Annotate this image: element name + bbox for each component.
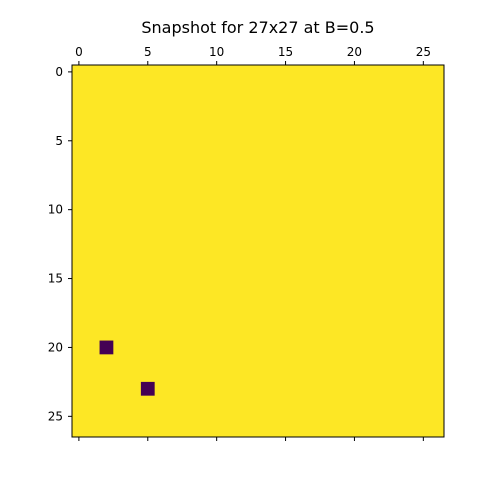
y-tick-label-15: 15 [48, 272, 63, 286]
y-tick-label-5: 5 [55, 134, 63, 148]
plot-frame [71, 64, 445, 438]
y-tick-label-0: 0 [55, 65, 63, 79]
x-tick-label-15: 15 [278, 45, 293, 59]
heatmap-cell-23-5 [140, 381, 155, 396]
x-tick-label-20: 20 [347, 45, 362, 59]
x-tick-label-25: 25 [416, 45, 431, 59]
x-axis: 0 5 10 15 20 25 [75, 45, 431, 441]
heatmap-cell-20-2 [99, 340, 114, 355]
x-tick-label-0: 0 [75, 45, 83, 59]
heatmap-background-cells [72, 65, 444, 437]
y-tick-label-25: 25 [48, 409, 63, 423]
y-axis: 0 5 10 15 20 25 [48, 65, 72, 423]
y-tick-label-20: 20 [48, 340, 63, 354]
y-tick-label-10: 10 [48, 203, 63, 217]
x-tick-label-10: 10 [209, 45, 224, 59]
plot-area [72, 65, 444, 437]
x-tick-label-5: 5 [144, 45, 152, 59]
chart-title: Snapshot for 27x27 at B=0.5 [141, 18, 374, 37]
